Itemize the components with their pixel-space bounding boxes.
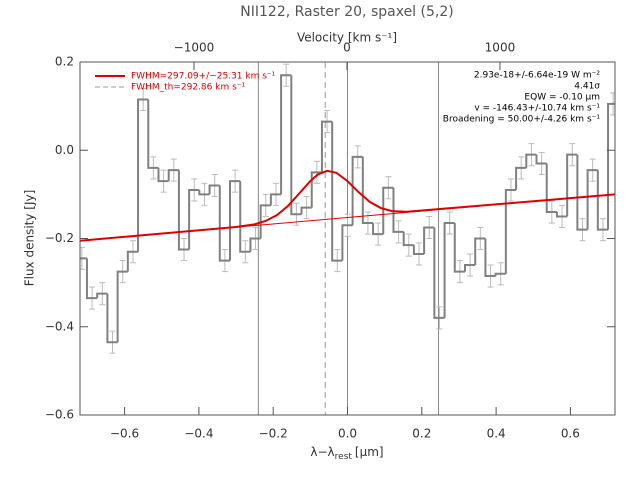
spectrum-bin [372, 223, 384, 236]
spectrum-bin [290, 75, 302, 216]
x-tick-label: 0.2 [412, 427, 431, 441]
x-axis-label: λ−λrest [μm] [310, 445, 383, 462]
spectrum-bin [484, 238, 496, 278]
spectrum-bin [126, 250, 139, 272]
y-tick-label: 0.2 [55, 55, 74, 69]
x-label-unit: [μm] [355, 445, 384, 459]
y-tick-label: −0.6 [45, 408, 74, 422]
annotation: 4.41σ [574, 82, 600, 92]
spectrum-bin [504, 188, 517, 274]
spectrum-bin [443, 222, 455, 318]
x-tick-label: −0.6 [110, 427, 139, 441]
spectrum-bin [576, 154, 588, 231]
spectrum-bin [269, 193, 282, 206]
x2-tick-label: −1000 [174, 41, 215, 55]
spectrum-bin [392, 187, 404, 233]
spectrum-bin [280, 74, 292, 195]
spectrum-bin [433, 227, 445, 319]
x2-tick-label: 1000 [485, 41, 516, 55]
y-tick-label: −0.2 [45, 231, 74, 245]
spectrum-bin [515, 166, 527, 190]
spectrum-bin [474, 237, 486, 265]
x-label-main: λ−λ [310, 445, 334, 459]
spectrum-bin [157, 167, 169, 183]
chart-title: NII122, Raster 20, spaxel (5,2) [240, 4, 453, 20]
spectrum-bin [331, 121, 343, 262]
legend-label: FWHM=297.09+/−25.31 km s⁻¹ [131, 72, 276, 82]
spectrum-bin [310, 171, 322, 208]
spectrum-bin [147, 99, 159, 169]
x-tick-label: 0.6 [561, 427, 580, 441]
spectrum-bin [177, 170, 190, 251]
spectrum-bin [596, 170, 609, 231]
spectrum-bin [96, 292, 108, 299]
annotation: EQW = -0.10 μm [524, 93, 600, 103]
x-tick-label: −0.4 [184, 427, 213, 441]
spectrum-bin [494, 272, 506, 277]
x-tick-label: 0.0 [338, 427, 357, 441]
x-label-sub: rest [335, 452, 353, 462]
spectrum-bin [566, 153, 578, 217]
spectrum-bin [402, 231, 414, 247]
spectrum-bin [259, 204, 271, 239]
plot-area [80, 62, 615, 415]
spectrum-bin [361, 156, 374, 225]
spectrum-bin [586, 169, 598, 230]
spectrum-bin [106, 293, 118, 344]
spectrum-bin [167, 169, 179, 182]
annotation: v = -146.43+/-10.74 km s⁻¹ [474, 104, 600, 114]
x-tick-label: −0.2 [259, 427, 288, 441]
spectrum-bin [300, 206, 312, 215]
spectrum-bin [535, 154, 547, 165]
spectrum-bin [382, 186, 394, 235]
spectrum-bin [239, 181, 251, 253]
spectrum-bin [412, 245, 425, 255]
spectrum-bin [116, 270, 128, 343]
spectrum-bin [229, 180, 241, 261]
fit-line [80, 169, 615, 242]
x-tick-label: 0.4 [487, 427, 506, 441]
y-axis-label: Flux density [Jy] [23, 190, 37, 287]
spectrum-bin [137, 98, 149, 252]
spectrum-bin [341, 224, 353, 261]
spectrum-bin [320, 120, 333, 173]
legend-label: FWHM_th=292.86 km s⁻¹ [131, 83, 246, 93]
spectrum-bin [249, 237, 261, 252]
spectrum-bin [188, 188, 200, 250]
spectrum-bin [545, 163, 557, 214]
y-tick-label: 0.0 [55, 143, 74, 157]
spectrum-bin [525, 153, 537, 168]
annotation: Broadening = 50.00+/-4.26 km s⁻¹ [443, 115, 601, 125]
spectrum-bin [85, 258, 98, 300]
x2-axis-label: Velocity [km s⁻¹] [297, 31, 397, 45]
annotation: 2.93e-18+/-6.64e-19 W m⁻² [474, 71, 601, 81]
spectrum-bin [463, 263, 476, 272]
spectrum-bin [423, 226, 435, 254]
spectrum-bin [555, 212, 568, 218]
spectrum-bin [218, 185, 231, 262]
spectrum-bin [607, 102, 615, 230]
x2-tick-label: 0 [343, 41, 351, 55]
spectrum-bin [208, 184, 220, 195]
spectrum-bin [351, 155, 363, 226]
spectrum-bin [198, 189, 210, 196]
spectrum-bin [453, 223, 465, 273]
y-tick-label: −0.4 [45, 319, 74, 333]
